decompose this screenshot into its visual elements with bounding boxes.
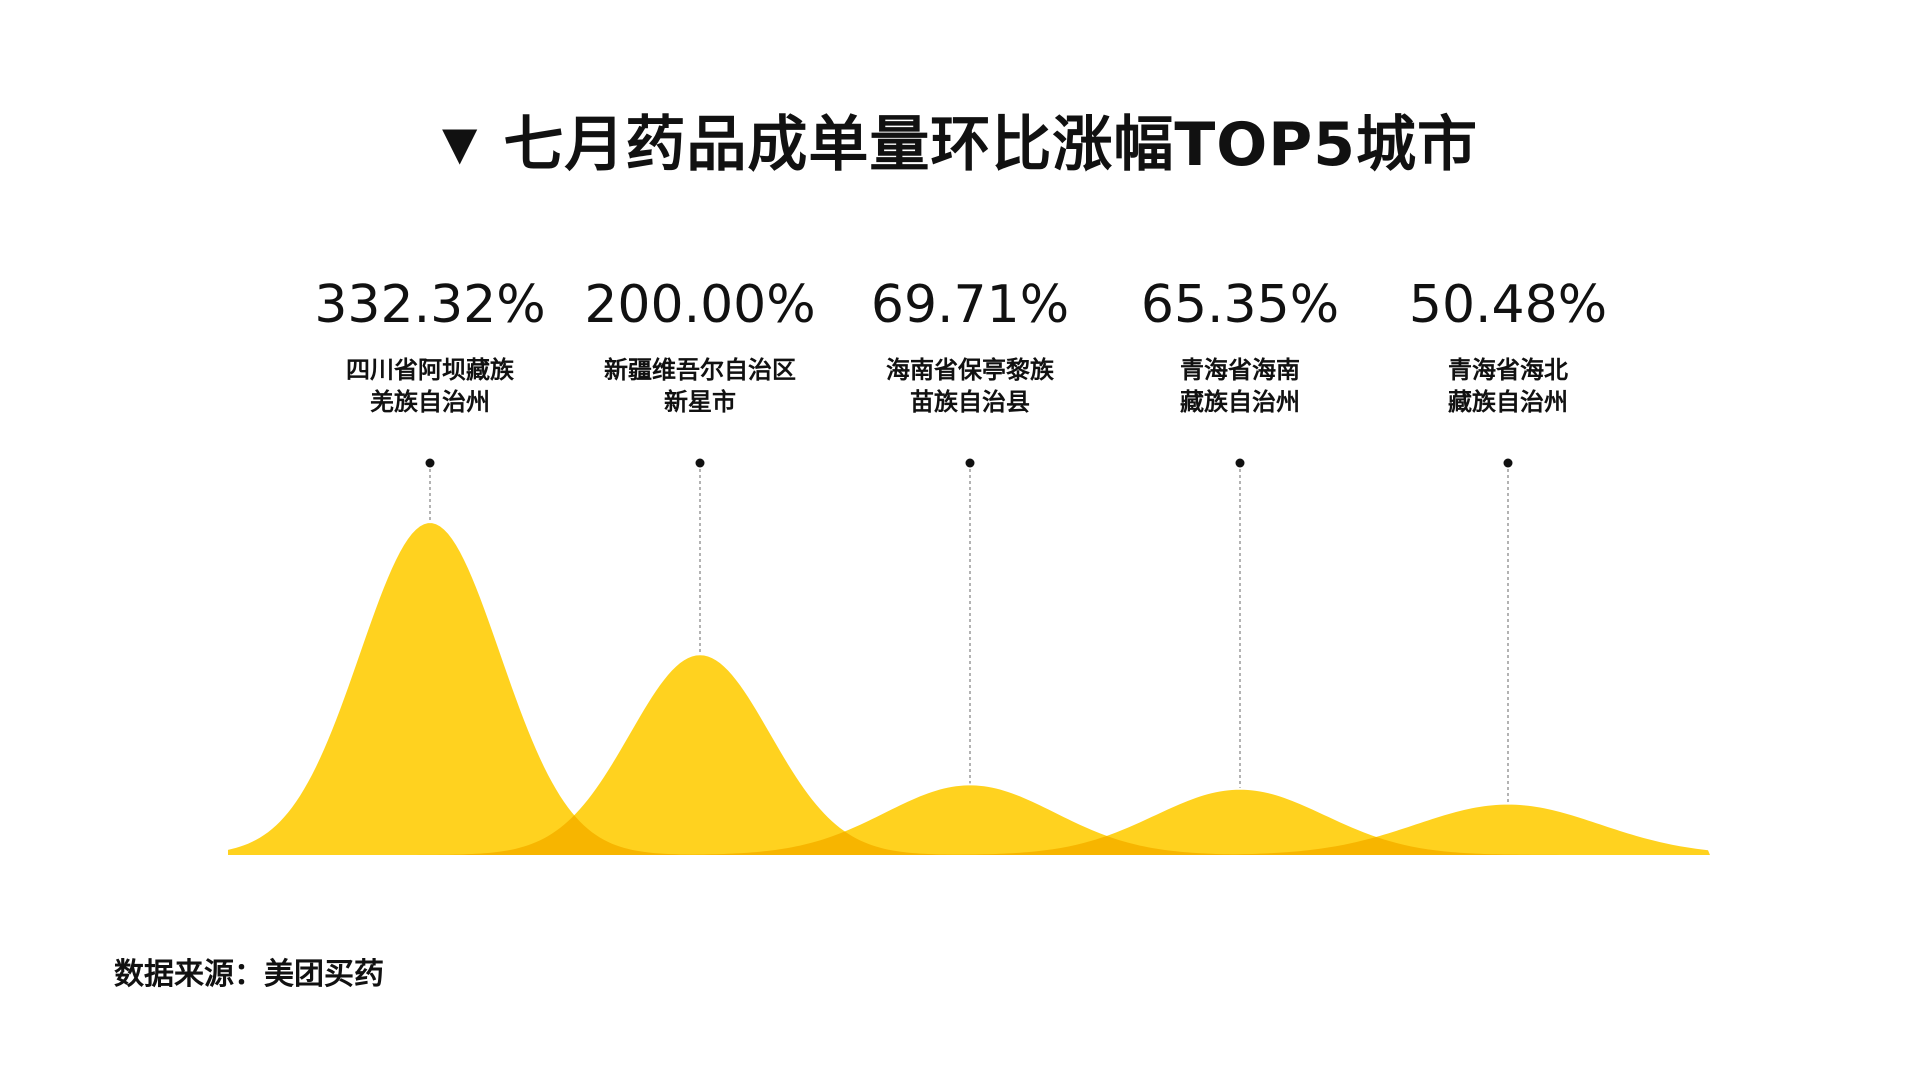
area-peak-2 <box>228 655 1710 855</box>
guide-dot <box>425 458 435 468</box>
value-label: 332.32% <box>314 275 545 335</box>
source-label: 数据来源： <box>114 957 264 992</box>
value-label: 200.00% <box>584 275 815 335</box>
value-label: 65.35% <box>1141 275 1339 335</box>
source-value: 美团买药 <box>264 957 384 992</box>
guide-dot <box>695 458 705 468</box>
category-label: 苗族自治县 <box>910 388 1030 416</box>
category-label: 新星市 <box>664 388 736 416</box>
area-peak-3 <box>228 785 1710 855</box>
guide-dot <box>1235 458 1245 468</box>
category-label: 青海省海北 <box>1448 356 1568 384</box>
category-label: 新疆维吾尔自治区 <box>604 356 796 384</box>
category-label: 羌族自治州 <box>370 388 490 416</box>
area-peak-4 <box>228 789 1710 855</box>
category-label: 藏族自治州 <box>1448 388 1568 416</box>
area-peak-1 <box>228 523 1710 855</box>
chart-title: ▼ 七月药品成单量环比涨幅TOP5城市 <box>0 100 1920 190</box>
value-label: 50.48% <box>1409 275 1607 335</box>
guide-dot <box>965 458 975 468</box>
data-source: 数据来源：美团买药 <box>114 960 384 990</box>
area-peak-5 <box>228 804 1710 855</box>
category-label: 海南省保亭黎族 <box>886 356 1055 384</box>
title-text: 七月药品成单量环比涨幅TOP5城市 <box>503 110 1479 180</box>
category-label: 四川省阿坝藏族 <box>346 356 515 384</box>
value-label: 69.71% <box>871 275 1069 335</box>
triangle-down-icon: ▼ <box>441 116 478 170</box>
area-series <box>228 523 1710 855</box>
guide-dot <box>1503 458 1513 468</box>
category-label: 藏族自治州 <box>1180 388 1300 416</box>
category-label: 青海省海南 <box>1180 356 1300 384</box>
